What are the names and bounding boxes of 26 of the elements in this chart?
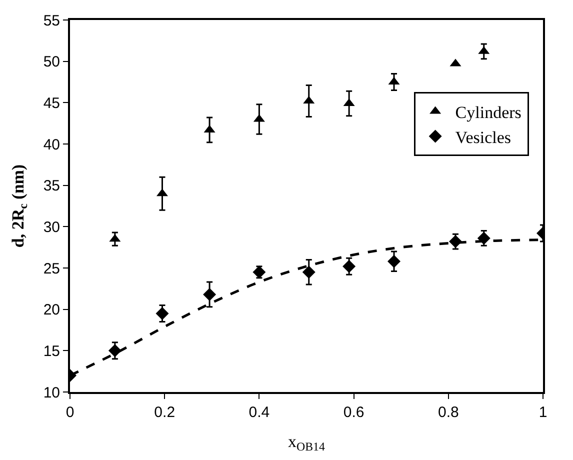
point: [342, 260, 356, 273]
x-tick-label: 0.8: [438, 404, 459, 421]
y-tick-label: 30: [43, 218, 60, 236]
x-axis-title: x$_{OB14}$: [288, 432, 325, 454]
y-tick-label: 10: [43, 384, 60, 402]
x-tick-label: 0.6: [343, 404, 364, 421]
y-tick-label: 25: [43, 260, 60, 278]
y-tick-label: 35: [43, 178, 60, 195]
x-tick-label: 0.2: [154, 404, 176, 421]
y-tick-label: 45: [43, 94, 60, 112]
legend-label: Vesicles: [455, 128, 512, 147]
point: [108, 344, 122, 358]
point: [156, 306, 169, 320]
legend-label: Cylinders: [455, 102, 522, 122]
point: [302, 266, 316, 279]
y-tick-label: 55: [43, 12, 60, 30]
y-tick-label: 20: [43, 302, 60, 319]
point: [203, 288, 216, 301]
point: [252, 266, 266, 279]
y-tick-label: 50: [43, 54, 60, 71]
y-tick-label: 15: [43, 342, 60, 360]
y-tick-label: 40: [43, 136, 60, 154]
x-tick-label: 0: [66, 404, 74, 421]
x-tick-label: 0.4: [248, 404, 270, 421]
x-tick-label: 1: [538, 404, 548, 421]
point: [388, 254, 401, 268]
